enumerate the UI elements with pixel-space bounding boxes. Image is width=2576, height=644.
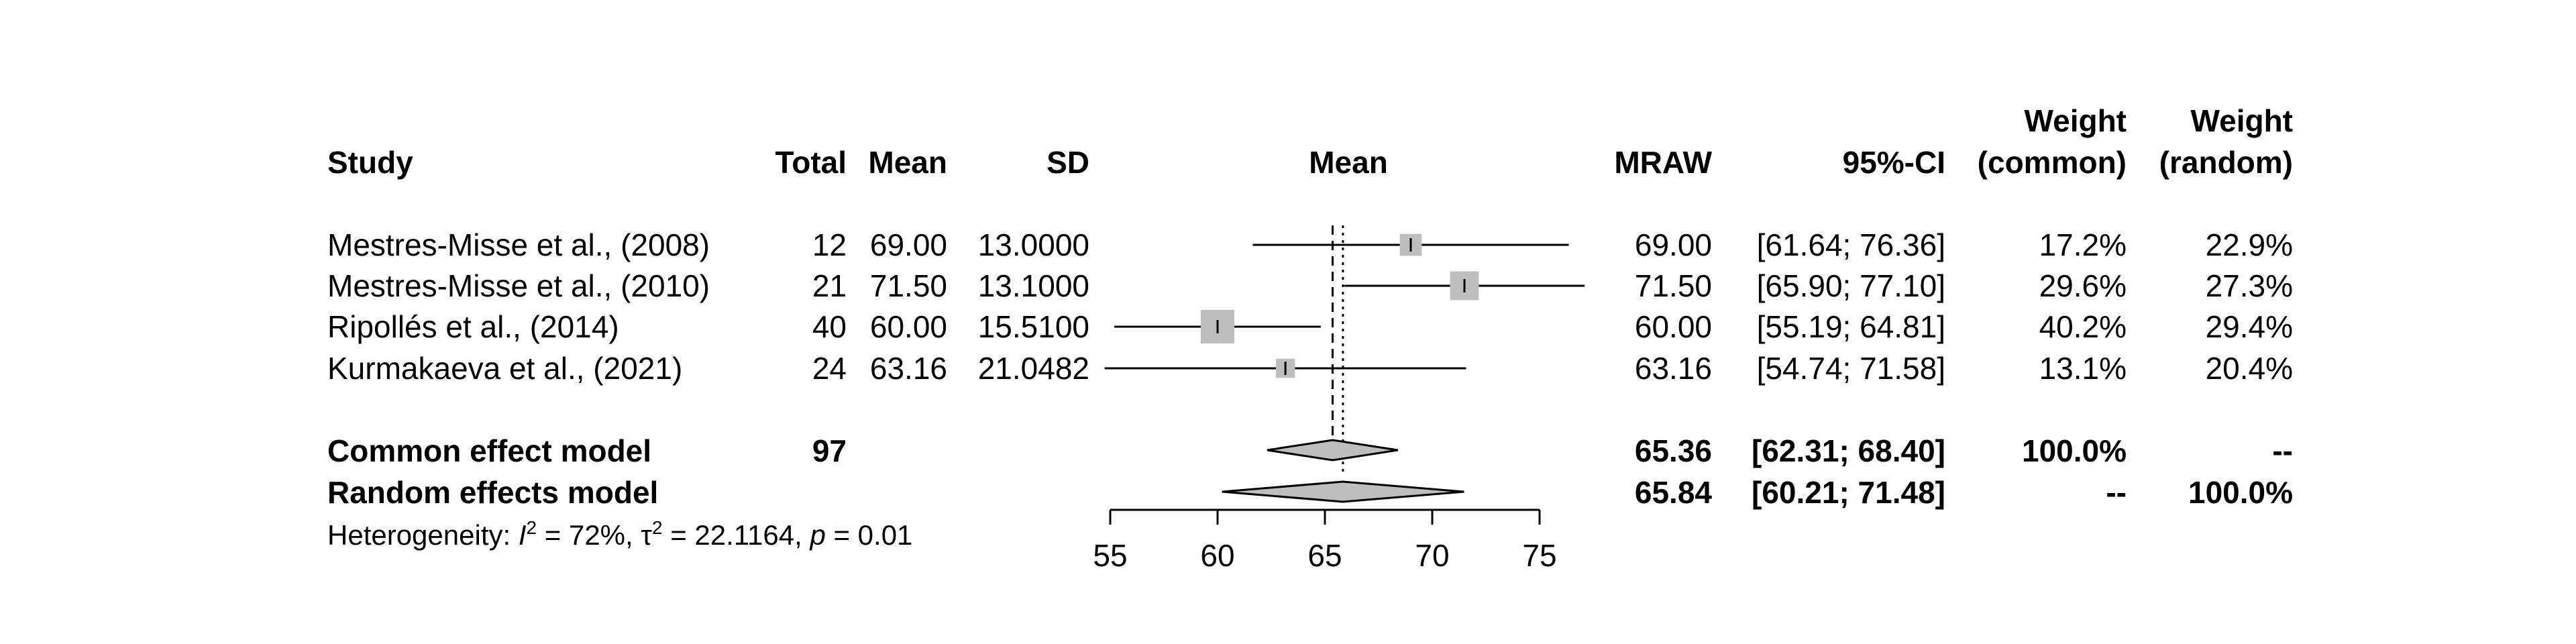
study-sd: 13.1000 xyxy=(978,268,1089,303)
common-effect-row: Common effect model 97 65.36 [62.31; 68.… xyxy=(327,433,2293,468)
model-weight-random: -- xyxy=(2272,433,2293,468)
reference-lines xyxy=(1332,225,1344,474)
study-ci: [55.19; 64.81] xyxy=(1757,309,1945,344)
study-weight-common: 13.1% xyxy=(2039,351,2127,386)
heterogeneity-text: Heterogeneity: I2 = 72%, τ2 = 22.1164, p… xyxy=(327,517,912,551)
header-weight-common-line2: (common) xyxy=(1978,145,2127,180)
x-axis-tick-label: 65 xyxy=(1307,538,1342,573)
header-study: Study xyxy=(327,145,413,180)
study-sd: 21.0482 xyxy=(978,351,1089,386)
tau2-superscript: 2 xyxy=(652,517,663,538)
x-axis-tick-label: 55 xyxy=(1093,538,1127,573)
header-total: Total xyxy=(775,145,847,180)
study-weight-random: 20.4% xyxy=(2206,351,2293,386)
header-mraw: MRAW xyxy=(1614,145,1712,180)
study-weight-common: 29.6% xyxy=(2039,268,2127,303)
model-rows: Common effect model 97 65.36 [62.31; 68.… xyxy=(327,433,2293,510)
study-weight-common: 40.2% xyxy=(2039,309,2127,344)
study-name: Ripollés et al., (2014) xyxy=(327,309,619,344)
model-weight-common: -- xyxy=(2106,475,2127,510)
header-weight-random-line1: Weight xyxy=(2191,103,2293,138)
model-total: 97 xyxy=(812,433,847,468)
header-weight-common-line1: Weight xyxy=(2025,103,2127,138)
study-weight-random: 22.9% xyxy=(2206,227,2293,262)
model-weight-common: 100.0% xyxy=(2022,433,2127,468)
header-sd: SD xyxy=(1046,145,1089,180)
column-headers: Study Total Mean SD Mean MRAW 95%-CI Wei… xyxy=(327,103,2293,180)
tau2-symbol: τ xyxy=(641,519,652,551)
header-mean: Mean xyxy=(868,145,947,180)
common-effect-diamond xyxy=(1267,439,1399,462)
confidence-intervals xyxy=(1104,233,1585,378)
study-name: Mestres-Misse et al., (2008) xyxy=(327,227,710,262)
i2-symbol: I xyxy=(519,519,527,551)
summary-diamonds xyxy=(1222,439,1464,503)
study-name: Mestres-Misse et al., (2010) xyxy=(327,268,710,303)
tau2-value: = 22.1164, xyxy=(663,519,810,551)
random-effects-diamond xyxy=(1222,480,1464,503)
model-label: Common effect model xyxy=(327,433,651,468)
study-weight-random: 29.4% xyxy=(2206,309,2293,344)
study-mraw: 69.00 xyxy=(1635,227,1712,262)
study-name: Kurmakaeva et al., (2021) xyxy=(327,351,682,386)
study-sd: 15.5100 xyxy=(978,309,1089,344)
x-axis-tick-label: 75 xyxy=(1522,538,1556,573)
study-total: 12 xyxy=(812,227,847,262)
study-ci: [65.90; 77.10] xyxy=(1757,268,1945,303)
random-effects-row: Random effects model 65.84 [60.21; 71.48… xyxy=(327,475,2293,510)
i2-superscript: 2 xyxy=(527,517,537,538)
study-mean: 71.50 xyxy=(870,268,947,303)
model-mraw: 65.36 xyxy=(1635,433,1712,468)
x-axis: 55 60 65 70 75 xyxy=(1093,508,1557,573)
study-row: Mestres-Misse et al., (2010) 21 71.50 13… xyxy=(327,268,2293,303)
study-ci: [54.74; 71.58] xyxy=(1757,351,1945,386)
study-rows: Mestres-Misse et al., (2008) 12 69.00 13… xyxy=(327,227,2293,386)
model-ci: [60.21; 71.48] xyxy=(1752,475,1945,510)
model-label: Random effects model xyxy=(327,475,658,510)
study-mean: 63.16 xyxy=(870,351,947,386)
model-weight-random: 100.0% xyxy=(2188,475,2293,510)
model-ci: [62.31; 68.40] xyxy=(1752,433,1945,468)
study-row: Mestres-Misse et al., (2008) 12 69.00 13… xyxy=(327,227,2293,262)
heterogeneity-prefix: Heterogeneity: xyxy=(327,519,519,551)
study-total: 24 xyxy=(812,351,847,386)
p-value: = 0.01 xyxy=(826,519,913,551)
study-mraw: 71.50 xyxy=(1635,268,1712,303)
study-weight-common: 17.2% xyxy=(2039,227,2127,262)
study-mean: 60.00 xyxy=(870,309,947,344)
study-mraw: 60.00 xyxy=(1635,309,1712,344)
p-symbol: p xyxy=(808,519,825,551)
study-total: 21 xyxy=(812,268,847,303)
study-row: Kurmakaeva et al., (2021) 24 63.16 21.04… xyxy=(327,351,2293,386)
x-axis-tick-label: 60 xyxy=(1200,538,1234,573)
study-sd: 13.0000 xyxy=(978,227,1089,262)
study-mean: 69.00 xyxy=(870,227,947,262)
header-plot-label: Mean xyxy=(1309,145,1388,180)
header-weight-random-line2: (random) xyxy=(2159,145,2293,180)
study-row: Ripollés et al., (2014) 40 60.00 15.5100… xyxy=(327,309,2293,344)
study-total: 40 xyxy=(812,309,847,344)
i2-value: = 72%, xyxy=(537,519,641,551)
model-mraw: 65.84 xyxy=(1635,475,1713,510)
study-mraw: 63.16 xyxy=(1635,351,1712,386)
study-ci: [61.64; 76.36] xyxy=(1757,227,1945,262)
study-weight-random: 27.3% xyxy=(2206,268,2293,303)
x-axis-tick-label: 70 xyxy=(1415,538,1449,573)
header-ci: 95%-CI xyxy=(1843,145,1945,180)
